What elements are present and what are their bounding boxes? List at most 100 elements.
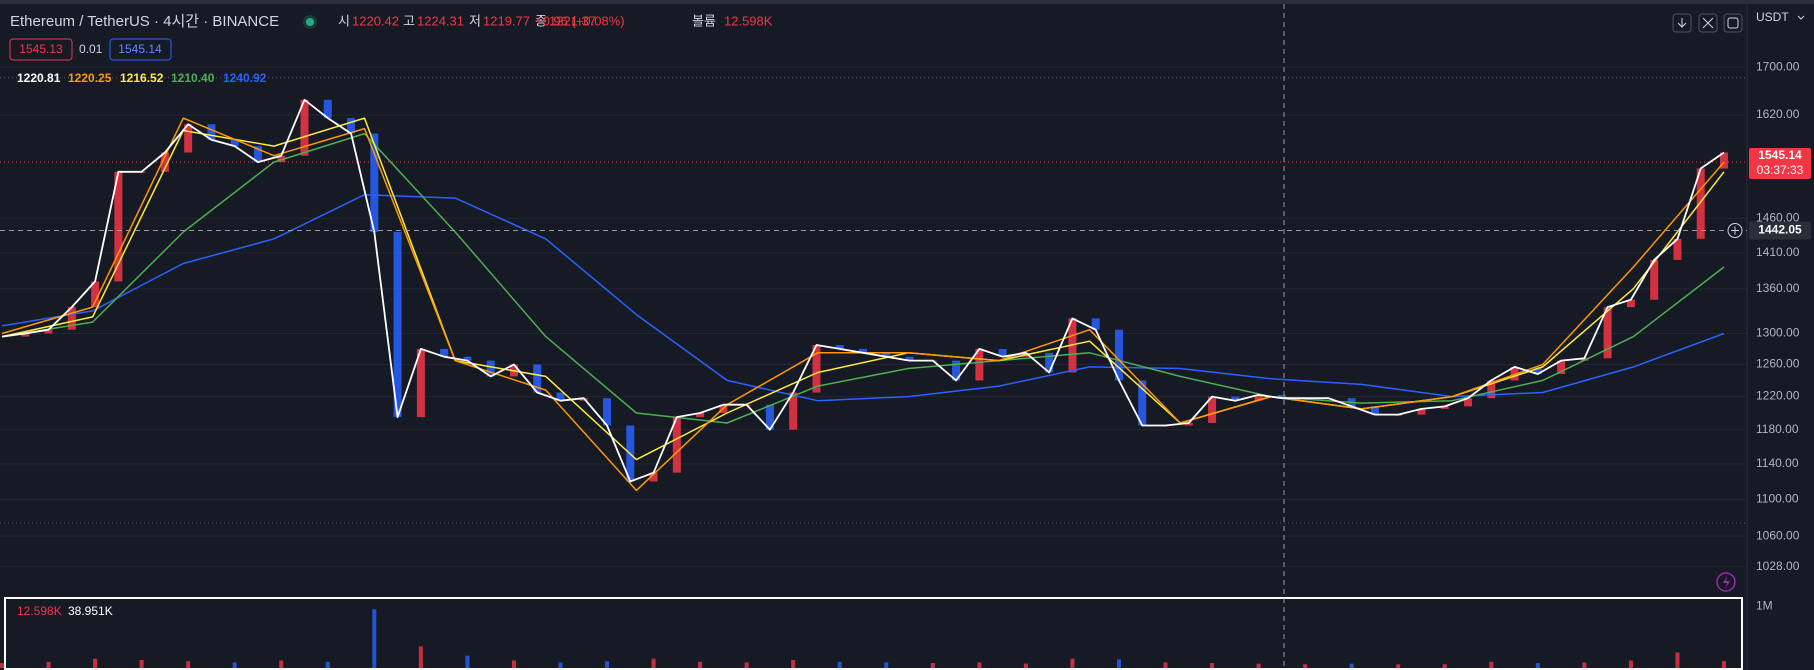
candle	[184, 124, 193, 153]
toolbar-button[interactable]	[1698, 13, 1718, 33]
candle	[1277, 394, 1286, 399]
candle	[230, 139, 239, 147]
y-tick-label: 1220.00	[1756, 389, 1800, 403]
candle	[789, 392, 798, 430]
volume-legend: 12.598K	[17, 604, 62, 618]
volume-bar	[1303, 664, 1308, 668]
y-tick-label: 1700.00	[1756, 59, 1800, 73]
candle	[486, 360, 495, 377]
icon-collapse	[1702, 17, 1714, 29]
candle	[416, 348, 425, 418]
y-tick-label: 1180.00	[1756, 422, 1799, 436]
volume-bar	[93, 658, 98, 668]
candle	[1370, 406, 1379, 415]
ohlc-value: 1221.37	[549, 13, 596, 28]
volume-bar	[1070, 658, 1075, 668]
buy-price[interactable]: 1545.14	[118, 42, 162, 56]
candle	[882, 352, 891, 357]
y-tick-label: 1300.00	[1756, 326, 1800, 340]
ohlc-value: 1219.77	[483, 13, 530, 28]
ma-legend-value: 1216.52	[120, 71, 164, 85]
crosshair-box	[1749, 221, 1811, 240]
candle	[1440, 406, 1449, 409]
candle	[463, 356, 472, 361]
buy-button[interactable]	[109, 38, 172, 61]
symbol-title: Ethereum / TetherUS · 4시간 · BINANCE	[10, 13, 279, 30]
y-tick-label: 1100.00	[1756, 492, 1799, 506]
volume-bar	[1256, 663, 1261, 668]
candle	[114, 171, 123, 282]
crosshair-plus-icon	[1731, 226, 1739, 235]
volume-bar	[279, 660, 284, 668]
ohlc-header: 시 1220.42 고 1224.31 저 1219.77 종 1221.37	[338, 13, 596, 28]
candle	[1557, 360, 1566, 375]
ma-line	[1, 98, 1725, 483]
candle	[765, 404, 774, 430]
ohlc-value: 1224.31	[417, 13, 464, 28]
ma-line	[1, 193, 1725, 402]
sell-price[interactable]: 1545.13	[19, 42, 63, 56]
volume-legend: 38.951K	[68, 604, 113, 618]
volume-bar	[1628, 660, 1633, 668]
candle	[1045, 352, 1054, 373]
candle	[1510, 366, 1519, 381]
candle	[1254, 394, 1263, 401]
candle	[1720, 152, 1728, 169]
ohlc-label: 고	[403, 13, 415, 28]
y-tick-label: 1460.00	[1756, 210, 1800, 224]
candle	[253, 146, 262, 163]
volume-bar	[418, 646, 423, 668]
currency-chevron[interactable]	[1797, 15, 1805, 20]
toolbar-button[interactable]	[1723, 13, 1743, 33]
toolbar-button[interactable]	[1672, 13, 1692, 33]
candle	[1696, 168, 1705, 239]
volume-tick-label: 1M	[1756, 598, 1773, 612]
volume-bar	[1722, 661, 1726, 668]
volume-bar	[1442, 664, 1447, 668]
candle	[1673, 238, 1682, 260]
volume-bar	[977, 662, 982, 668]
candle	[1603, 307, 1612, 359]
candle	[1487, 380, 1496, 399]
sell-button[interactable]	[9, 38, 73, 61]
ma-legend: 1220.81 1220.25 1216.52 1210.40 1240.92	[17, 71, 267, 85]
status-dot	[306, 18, 314, 26]
ohlc-label: 저	[469, 13, 481, 28]
countdown: 03:37:33	[1757, 163, 1804, 177]
spread: 0.01	[79, 42, 103, 56]
volume-value: 12.598K	[724, 13, 773, 28]
volume-bar	[884, 662, 889, 668]
volume-bar	[325, 661, 330, 668]
grid	[0, 66, 1747, 568]
volume-bar	[698, 661, 703, 668]
candle	[1138, 380, 1147, 426]
candle	[393, 231, 402, 418]
ohlc-label: 종	[535, 13, 547, 28]
candle	[1231, 396, 1240, 401]
candle	[1533, 366, 1542, 375]
volume-bar	[465, 655, 470, 668]
volume-bar	[1582, 662, 1587, 668]
currency[interactable]: USDT	[1756, 10, 1789, 24]
ohlc-label: 시	[338, 13, 350, 28]
y-tick-label: 1360.00	[1756, 281, 1800, 295]
icon-fullscreen	[1727, 17, 1739, 29]
volume-bar	[372, 609, 377, 668]
volume-bar	[791, 659, 796, 668]
volume-bar	[558, 662, 563, 668]
overlay: 1700.00 1620.00 1460.00 1410.00 1360.00 1300.…	[0, 4, 1811, 670]
candle	[672, 417, 681, 473]
ohlc-value: 1220.42	[352, 13, 399, 28]
ma-line	[1, 132, 1725, 424]
y-tick-label: 1028.00	[1756, 559, 1800, 573]
candle	[1580, 358, 1589, 361]
candle	[277, 155, 286, 163]
candle	[91, 281, 100, 308]
lightning-icon	[1723, 576, 1730, 589]
candle	[1464, 398, 1473, 407]
y-tick-label: 1140.00	[1756, 456, 1799, 470]
volume-bar	[744, 662, 749, 668]
y-tick-label: 1260.00	[1756, 357, 1800, 371]
lightning-button[interactable]	[1716, 572, 1736, 592]
